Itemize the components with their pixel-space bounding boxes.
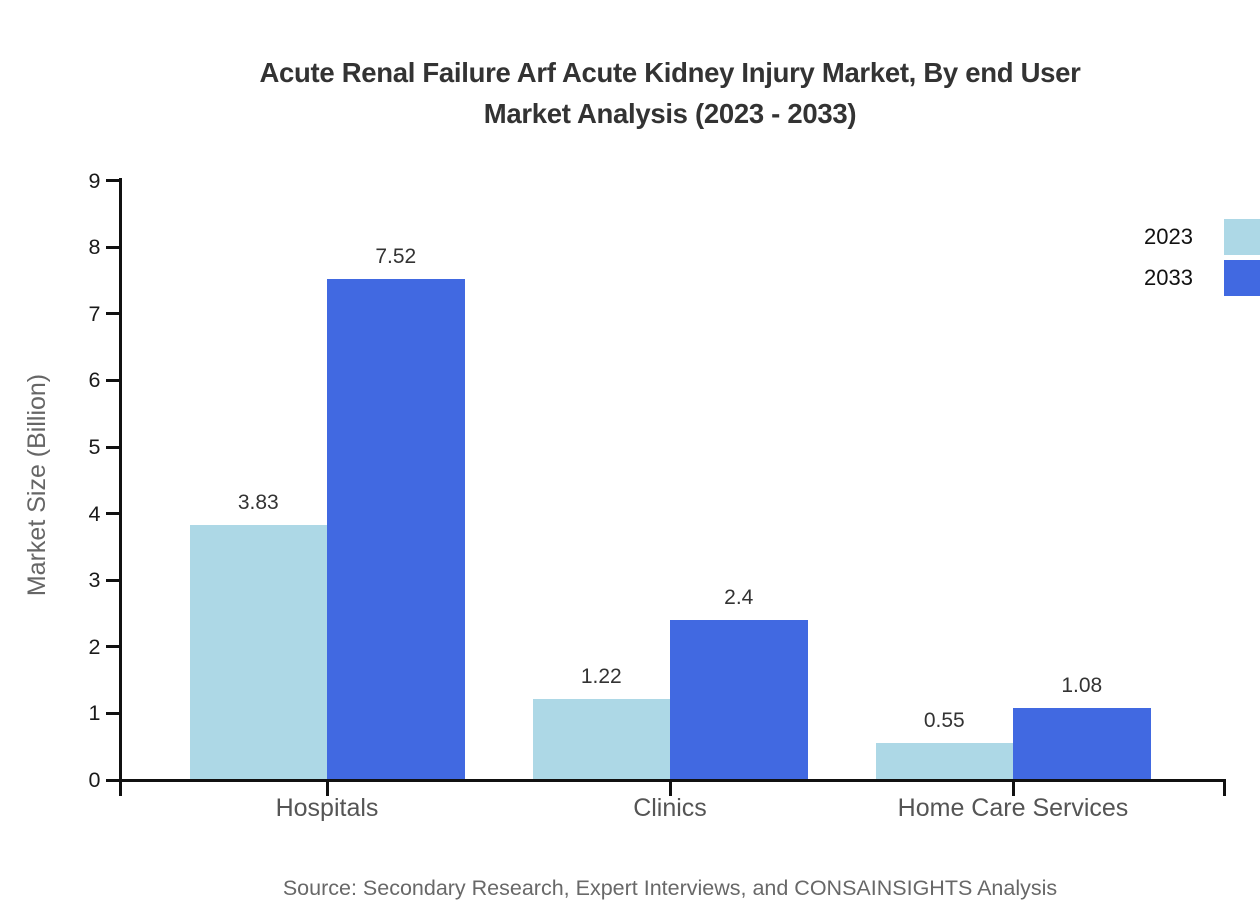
y-tick-label: 2 <box>88 634 101 659</box>
y-tick <box>106 578 119 582</box>
y-axis-title: Market Size (Billion) <box>23 373 51 597</box>
x-tick <box>1222 781 1226 796</box>
y-tick <box>106 512 119 516</box>
source-note: Source: Secondary Research, Expert Inter… <box>282 876 1058 900</box>
x-tick <box>325 781 329 796</box>
x-tick <box>668 781 672 796</box>
y-tick-label: 3 <box>88 568 101 593</box>
y-tick-label: 4 <box>88 501 101 526</box>
y-tick <box>106 645 119 649</box>
category-label: Home Care Services <box>897 794 1129 822</box>
value-label: 0.55 <box>923 709 965 733</box>
chart-title-line-2: Market Analysis (2023 - 2033) <box>483 98 857 129</box>
bar-2023 <box>532 698 670 780</box>
y-tick-label: 8 <box>88 235 101 260</box>
x-axis-line <box>119 778 1226 782</box>
bar-2033 <box>1013 708 1151 780</box>
category-label: Hospitals <box>275 794 379 822</box>
value-label: 1.22 <box>580 664 622 688</box>
chart-title: Acute Renal Failure Arf Acute Kidney Inj… <box>80 52 1260 134</box>
value-label: 7.52 <box>375 245 417 269</box>
y-tick <box>106 245 119 249</box>
bar-2033 <box>327 279 465 780</box>
y-axis-line <box>119 178 122 783</box>
legend-label: 2023 <box>1144 224 1193 249</box>
legend-swatch-2023 <box>1224 219 1260 255</box>
x-tick <box>119 781 122 796</box>
y-tick-label: 5 <box>88 435 101 459</box>
legend-label: 2033 <box>1144 265 1193 290</box>
y-tick-label: 0 <box>88 768 101 792</box>
y-tick-label: 1 <box>88 701 101 726</box>
chart-title-line-1: Acute Renal Failure Arf Acute Kidney Inj… <box>259 57 1081 88</box>
value-label: 2.4 <box>724 586 754 610</box>
y-tick <box>106 312 119 316</box>
y-tick-label: 7 <box>88 301 101 326</box>
bar-2033 <box>670 620 808 780</box>
y-tick <box>106 778 119 782</box>
y-tick <box>106 711 119 715</box>
value-label: 1.08 <box>1061 674 1103 698</box>
y-tick-label: 6 <box>88 368 101 393</box>
bar-2023 <box>875 743 1013 780</box>
y-tick <box>106 445 119 449</box>
y-tick <box>106 179 119 183</box>
x-tick <box>1011 781 1015 796</box>
value-label: 3.83 <box>237 490 279 514</box>
bar-2023 <box>189 524 327 780</box>
y-tick <box>106 378 119 382</box>
category-label: Clinics <box>633 794 707 822</box>
y-tick-label: 9 <box>88 168 101 193</box>
legend-swatch-2033 <box>1224 260 1260 296</box>
